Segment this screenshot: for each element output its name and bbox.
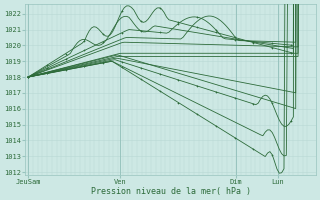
X-axis label: Pression niveau de la mer( hPa ): Pression niveau de la mer( hPa ) (91, 187, 251, 196)
